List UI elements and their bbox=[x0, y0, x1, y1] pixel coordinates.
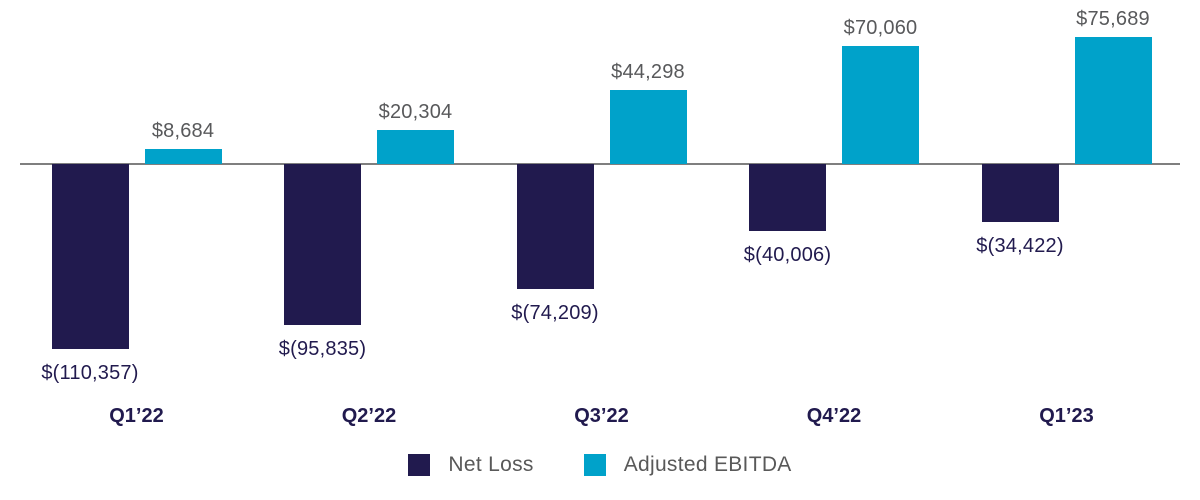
value-label-net-loss-q3-22: $(74,209) bbox=[511, 301, 599, 324]
category-label-q1-23: Q1’23 bbox=[1039, 405, 1094, 427]
category-label-q4-22: Q4’22 bbox=[806, 405, 862, 427]
value-label-net-loss-q4-22: $(40,006) bbox=[743, 244, 832, 267]
value-label-adjusted-ebitda-q1-23: $75,689 bbox=[1076, 7, 1150, 30]
legend-label-adjusted-ebitda: Adjusted EBITDA bbox=[623, 453, 792, 476]
category-label-q3-22: Q3’22 bbox=[574, 405, 629, 427]
legend-label-net-loss: Net Loss bbox=[448, 453, 534, 476]
zero-axis-line bbox=[20, 163, 1180, 165]
legend-item-net-loss: Net Loss bbox=[408, 453, 533, 477]
bar-adjusted-ebitda-q1-23 bbox=[1074, 36, 1152, 164]
bar-net-loss-q1-22 bbox=[51, 164, 129, 350]
value-label-net-loss-q1-23: $(34,422) bbox=[976, 234, 1064, 257]
net-loss-color-swatch bbox=[408, 454, 431, 476]
bar-net-loss-q4-22 bbox=[749, 164, 826, 232]
bar-adjusted-ebitda-q4-22 bbox=[842, 46, 919, 164]
bar-net-loss-q2-22 bbox=[284, 164, 361, 325]
value-label-adjusted-ebitda-q4-22: $70,060 bbox=[843, 17, 918, 40]
value-label-adjusted-ebitda-q3-22: $44,298 bbox=[611, 60, 685, 83]
value-label-net-loss-q2-22: $(95,835) bbox=[278, 338, 367, 360]
category-label-q2-22: Q2’22 bbox=[341, 405, 397, 427]
adjusted-ebitda-color-swatch bbox=[583, 454, 606, 476]
value-label-adjusted-ebitda-q2-22: $20,304 bbox=[378, 100, 453, 123]
legend-item-adjusted-ebitda: Adjusted EBITDA bbox=[583, 453, 792, 477]
bar-adjusted-ebitda-q1-22 bbox=[144, 149, 222, 164]
bar-net-loss-q3-22 bbox=[516, 164, 594, 289]
bar-net-loss-q1-23 bbox=[981, 164, 1059, 222]
legend: Net Loss Adjusted EBITDA bbox=[0, 453, 1200, 477]
value-label-net-loss-q1-22: $(110,357) bbox=[41, 362, 139, 385]
bar-adjusted-ebitda-q3-22 bbox=[609, 89, 687, 164]
bar-adjusted-ebitda-q2-22 bbox=[377, 129, 454, 164]
value-label-adjusted-ebitda-q1-22: $8,684 bbox=[151, 120, 215, 143]
category-label-q1-22: Q1’22 bbox=[109, 405, 164, 427]
